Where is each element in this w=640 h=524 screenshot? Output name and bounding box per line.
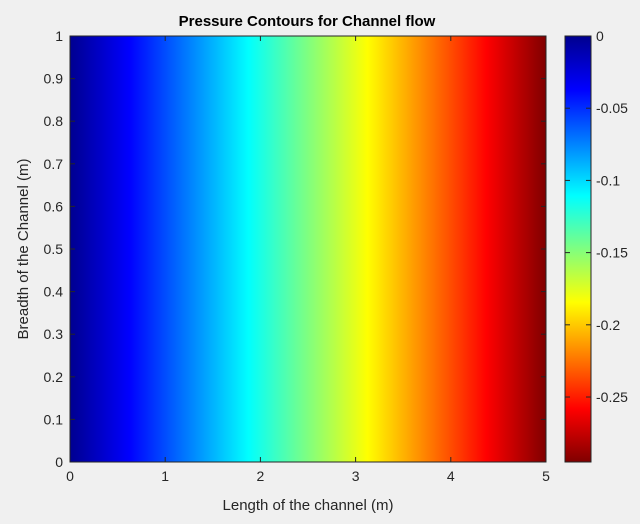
x-tick-label: 2 [257,468,265,484]
x-tick-label: 4 [447,468,455,484]
colorbar-tick-label: -0.1 [596,172,620,188]
x-axis-label: Length of the channel (m) [223,497,394,514]
y-tick-label: 0.4 [44,284,64,300]
x-tick-label: 1 [161,468,169,484]
y-tick-label: 0.1 [44,411,64,427]
y-tick-label: 0.6 [44,198,64,214]
y-axis-ticks: 0 0.1 0.2 0.3 0.4 0.5 0.6 0.7 0.8 0.9 1 [44,28,546,470]
y-axis-label: Breadth of the Channel (m) [15,159,32,340]
pressure-field [70,36,546,462]
y-tick-label: 0 [55,454,63,470]
y-tick-label: 0.5 [44,241,64,257]
x-tick-label: 0 [66,468,74,484]
colorbar [565,36,591,462]
colorbar-tick-label: -0.05 [596,100,628,116]
colorbar-tick-label: -0.15 [596,245,628,261]
y-tick-label: 0.3 [44,326,64,342]
y-tick-label: 0.7 [44,156,64,172]
colorbar-tick-label: -0.25 [596,389,628,405]
chart-title: Pressure Contours for Channel flow [179,13,436,30]
colorbar-ticks: 0 -0.05 -0.1 -0.15 -0.2 -0.25 [565,28,628,405]
y-tick-label: 0.2 [44,369,64,385]
colorbar-tick-label: 0 [596,28,604,44]
colorbar-tick-label: -0.2 [596,317,620,333]
x-tick-label: 5 [542,468,550,484]
y-tick-label: 0.8 [44,113,64,129]
y-tick-label: 0.9 [44,71,64,87]
x-axis-ticks: 0 1 2 3 4 5 [66,36,550,484]
x-tick-label: 3 [352,468,360,484]
y-tick-label: 1 [55,28,63,44]
colorbar-frame [564,35,592,463]
